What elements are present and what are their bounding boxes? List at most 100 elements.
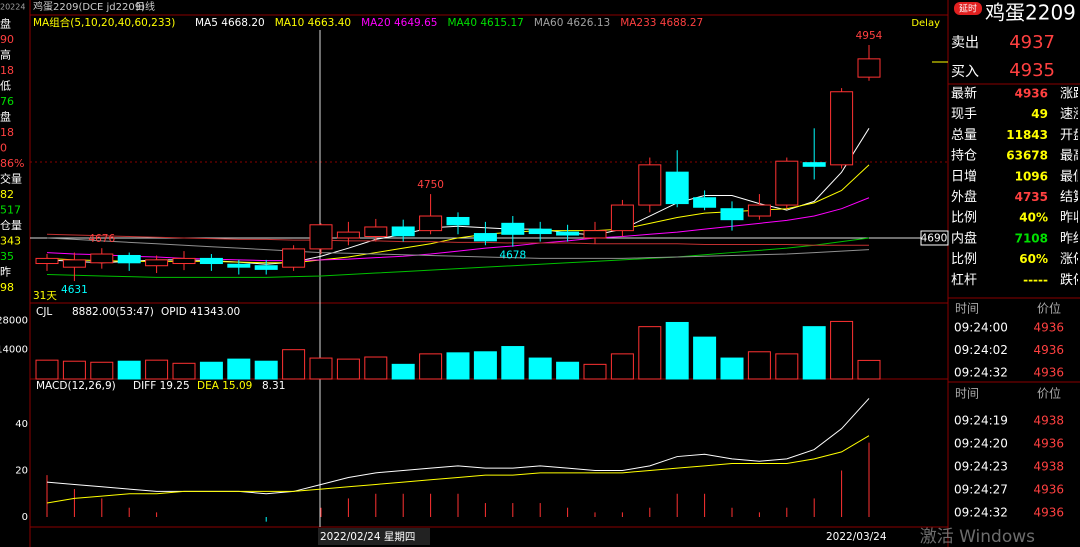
volume-bar	[172, 362, 196, 380]
quote-value: 49	[1031, 107, 1048, 121]
tick-time: 09:24:02	[954, 343, 1008, 357]
ma-legend-item: MA10 4663.40	[275, 17, 351, 29]
delay: Delay	[911, 18, 940, 29]
volume-bar	[693, 336, 717, 380]
quote-extra: 结算	[1060, 190, 1080, 205]
quote-value: 4936	[1015, 87, 1048, 101]
macd-dea: DEA 15.09	[197, 380, 252, 392]
quote-label: 外盘	[951, 189, 977, 205]
tick-time: 09:24:19	[954, 414, 1008, 428]
volume-bar	[775, 353, 799, 380]
volume-tick: 14000	[0, 345, 28, 356]
left-strip-text: 0	[0, 142, 7, 155]
candle-body	[747, 204, 771, 217]
extreme-label: 4678	[499, 250, 526, 262]
tick-time: 09:24:27	[954, 483, 1008, 497]
candle-body	[364, 226, 388, 237]
tick-time: 09:24:00	[954, 321, 1008, 335]
candle-body	[199, 257, 223, 265]
date-box	[318, 528, 430, 545]
quote-extra: 涨跌	[1060, 86, 1080, 102]
volume-bar	[336, 358, 360, 380]
candle-body	[117, 254, 141, 264]
ma-group[interactable]: MA组合(5,10,20,40,60,233)	[33, 16, 175, 29]
period: 日线	[135, 0, 155, 13]
tick-time: 09:24:23	[954, 460, 1008, 474]
volume-tick: 28000	[0, 315, 28, 326]
left-strip-text: 盘	[0, 110, 11, 124]
volume-bar	[501, 346, 525, 380]
volume-bar	[528, 357, 552, 380]
volume-bar	[62, 360, 86, 380]
volume-bar	[857, 359, 881, 380]
ma-legend-item: MA5 4668.20	[195, 17, 265, 29]
volume-bar	[145, 359, 169, 380]
tick-price: 4936	[1033, 483, 1064, 497]
volume-bar	[282, 349, 306, 380]
candle-body	[254, 265, 278, 270]
quote-value: 40%	[1019, 211, 1048, 225]
ma-line	[46, 237, 870, 278]
left-strip-text: 517	[0, 204, 21, 217]
quote-extra: 开盘	[1060, 127, 1080, 143]
volume-bar	[747, 351, 771, 380]
candle-body	[336, 231, 360, 239]
volume-bar	[583, 363, 607, 380]
period-note: 31天	[33, 290, 57, 302]
volume-bar	[309, 357, 333, 380]
left-strip-text: 20224	[0, 3, 25, 12]
left-strip-text: 高	[0, 48, 11, 62]
candle-body	[638, 164, 662, 206]
candle-body	[665, 171, 689, 205]
quote-value: -----	[1023, 273, 1048, 287]
left-strip-text: 76	[0, 95, 14, 108]
left-strip-text: 盘	[0, 17, 11, 31]
symbol: 鸡蛋2209	[985, 1, 1076, 25]
quote-extra: 昨结	[1060, 231, 1080, 246]
quote-label: 杠杆	[951, 272, 977, 288]
buy-price: 4935	[1009, 60, 1055, 81]
quote-label: 比例	[951, 252, 977, 267]
end-date: 2022/03/24	[826, 531, 887, 543]
left-strip-text: 86%	[0, 157, 24, 170]
volume-bar	[364, 356, 388, 380]
volume-bar	[90, 361, 114, 380]
volume-bar	[720, 357, 744, 380]
volume-bar	[199, 361, 223, 380]
quote-value: 4735	[1015, 190, 1048, 204]
sell-price: 4937	[1009, 32, 1055, 53]
candle-body	[446, 216, 470, 226]
volume-bar	[254, 360, 278, 380]
tick-time: 09:24:32	[954, 506, 1008, 520]
quote-extra: 最高	[1060, 148, 1080, 164]
candle-body	[693, 197, 717, 208]
candle-body	[720, 208, 744, 221]
quote-value: 60%	[1019, 252, 1048, 266]
candle-body	[583, 230, 607, 239]
ma-legend-item: MA40 4615.17	[447, 17, 523, 29]
cursor-price: 4690	[921, 233, 948, 245]
candle-body	[556, 231, 580, 236]
macd-value: 8.31	[262, 380, 285, 392]
quote-value: 11843	[1006, 128, 1048, 142]
macd-tick: 0	[22, 512, 28, 523]
volume-bar	[35, 359, 59, 380]
quote-label: 总量	[951, 128, 977, 143]
tick-time: 09:24:20	[954, 437, 1008, 451]
candle-body	[857, 58, 881, 78]
volume-bar	[473, 351, 497, 380]
volume-value: 8882.00(53:47)	[72, 306, 154, 318]
candle-body	[282, 248, 306, 268]
left-strip-text: 18	[0, 126, 14, 139]
quote-label: 内盘	[951, 230, 977, 246]
ma-line	[46, 237, 870, 259]
quote-value: 63678	[1006, 149, 1048, 163]
candle-body	[309, 224, 333, 250]
candle-body	[473, 233, 497, 242]
ma-legend-item: MA20 4649.65	[361, 17, 437, 29]
tick-header: 价位	[1037, 301, 1061, 316]
candle-body	[419, 215, 443, 232]
cursor-price-box	[920, 230, 949, 246]
